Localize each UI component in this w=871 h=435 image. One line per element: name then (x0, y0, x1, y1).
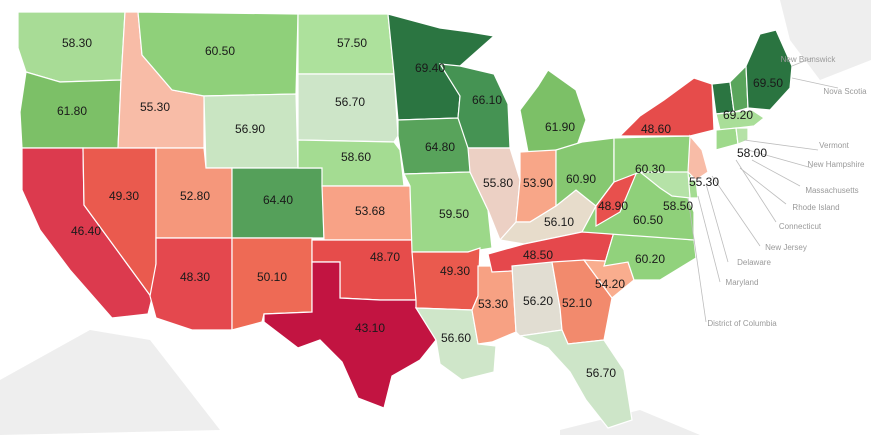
leader-line (791, 77, 839, 89)
surrounding-land (560, 410, 700, 435)
value-label-wy: 56.90 (235, 122, 265, 136)
state-ma[interactable] (715, 109, 766, 131)
external-label-8: Delaware (737, 258, 771, 267)
value-label-co: 64.40 (263, 193, 293, 207)
value-label-oh: 60.90 (566, 172, 596, 186)
value-label-in: 53.90 (523, 176, 553, 190)
leader-line (739, 167, 787, 205)
leader-line (705, 183, 729, 263)
value-label-ma: 58.00 (737, 146, 767, 160)
value-label-tn: 48.50 (523, 248, 553, 262)
value-label-nj: 55.30 (689, 175, 719, 189)
value-label-sd: 56.70 (335, 95, 365, 109)
value-label-ar: 49.30 (440, 264, 470, 278)
external-label-1: Nova Scotia (823, 87, 867, 96)
value-label-ut: 52.80 (180, 189, 210, 203)
value-label-mo: 59.50 (439, 207, 469, 221)
value-labels: 58.30 61.80 46.40 55.30 49.30 60.50 56.90 52.80… (57, 36, 783, 380)
leader-line (791, 57, 813, 67)
external-label-10: District of Columbia (707, 319, 777, 328)
value-label-wi: 66.10 (472, 93, 502, 107)
value-label-de: 58.50 (663, 199, 693, 213)
external-labels: New Brunswick Nova Scotia Vermont New Hamps… (707, 55, 867, 328)
value-label-ky: 56.10 (544, 215, 574, 229)
value-label-la: 56.60 (441, 331, 471, 345)
value-label-nd: 57.50 (337, 36, 367, 50)
value-label-mn: 69.40 (415, 61, 445, 75)
value-label-il: 55.80 (483, 176, 513, 190)
value-label-ia: 64.80 (425, 140, 455, 154)
value-label-ms: 53.30 (478, 297, 508, 311)
state-ny[interactable] (618, 77, 715, 137)
value-label-nv: 49.30 (109, 189, 139, 203)
value-label-ks: 53.68 (355, 204, 385, 218)
leader-line (743, 139, 819, 151)
value-label-nm: 50.10 (257, 270, 287, 284)
external-label-0: New Brunswick (781, 55, 837, 64)
state-tx[interactable] (263, 261, 437, 409)
value-label-mi: 61.90 (545, 120, 575, 134)
state-fl[interactable] (517, 329, 633, 429)
value-label-or: 61.80 (57, 104, 87, 118)
value-label-ne: 58.60 (341, 150, 371, 164)
external-label-9: Maryland (726, 278, 759, 287)
state-sd[interactable] (297, 73, 399, 143)
state-me[interactable] (745, 29, 793, 111)
external-label-5: Rhode Island (792, 203, 839, 212)
external-label-4: Massachusetts (805, 186, 858, 195)
leader-line (747, 149, 813, 169)
value-label-nc: 60.20 (635, 252, 665, 266)
value-label-ny: 48.60 (641, 122, 671, 136)
value-label-fl: 56.70 (586, 366, 616, 380)
external-label-6: Connecticut (779, 222, 822, 231)
value-label-vt: 69.20 (723, 108, 753, 122)
value-label-me: 69.50 (753, 76, 783, 90)
leader-line (751, 159, 801, 187)
value-label-sc: 54.20 (595, 277, 625, 291)
value-label-id: 55.30 (140, 100, 170, 114)
value-label-al: 56.20 (523, 294, 553, 308)
value-label-ga: 52.10 (562, 296, 592, 310)
value-label-wa: 58.30 (62, 36, 92, 50)
value-label-mt: 60.50 (205, 44, 235, 58)
surrounding-land (780, 0, 871, 80)
leader-line (711, 175, 761, 247)
states-layer (17, 11, 793, 429)
leader-line (697, 195, 721, 283)
external-label-2: Vermont (819, 141, 850, 150)
external-label-3: New Hampshire (808, 160, 865, 169)
value-label-ca: 46.40 (71, 224, 101, 238)
state-nj[interactable] (687, 134, 709, 181)
state-md[interactable] (638, 171, 691, 199)
leader-line (687, 197, 707, 323)
value-label-ok: 48.70 (370, 250, 400, 264)
value-label-az: 48.30 (180, 270, 210, 284)
value-label-va: 60.50 (633, 213, 663, 227)
leader-line (735, 159, 777, 223)
external-label-7: New Jersey (765, 243, 807, 252)
leader-lines (687, 57, 839, 323)
state-ar[interactable] (411, 247, 481, 311)
value-label-tx: 43.10 (355, 321, 385, 335)
value-label-pa: 60.30 (635, 162, 665, 176)
surrounding-land (0, 330, 220, 435)
value-label-wv: 48.90 (598, 199, 628, 213)
